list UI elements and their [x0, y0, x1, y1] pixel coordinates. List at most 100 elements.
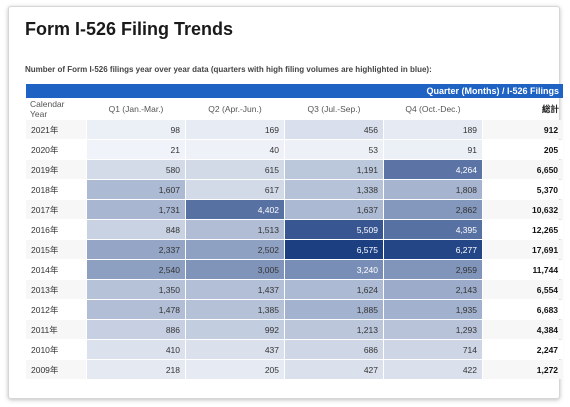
row-total: 6,683 [483, 300, 564, 319]
heat-cell: 53 [285, 140, 383, 159]
heat-cell: 1,437 [186, 280, 284, 299]
table-row: 2009年 218 205 427 422 1,272 [26, 360, 564, 379]
row-total: 12,265 [483, 220, 564, 239]
heat-cell: 456 [285, 120, 383, 139]
chart-title: Form I-526 Filing Trends [25, 19, 234, 39]
row-year-label: 2012年 [26, 300, 86, 319]
heat-cell: 2,143 [384, 280, 482, 299]
heat-cell: 5,509 [285, 220, 383, 239]
table-row: 2010年 410 437 686 714 2,247 [26, 340, 564, 359]
row-year-label: 2014年 [26, 260, 86, 279]
heat-cell: 1,637 [285, 200, 383, 219]
row-year-label: 2018年 [26, 180, 86, 199]
row-year-label: 2015年 [26, 240, 86, 259]
table-row: 2020年 21 40 53 91 205 [26, 140, 564, 159]
heat-cell: 617 [186, 180, 284, 199]
heat-cell: 1,191 [285, 160, 383, 179]
heat-cell: 1,731 [87, 200, 185, 219]
heat-cell: 886 [87, 320, 185, 339]
row-header-label: Calendar Year [30, 99, 65, 119]
column-header-q1: Q1 (Jan.-Mar.) [108, 104, 164, 114]
row-total: 205 [483, 140, 564, 159]
heatmap-table: Quarter (Months) / I-526 Filings Calenda… [25, 83, 564, 380]
heat-cell: 2,337 [87, 240, 185, 259]
column-header-q3: Q3 (Jul.-Sep.) [307, 104, 361, 114]
heat-cell: 4,402 [186, 200, 284, 219]
table-row: 2018年 1,607 617 1,338 1,808 5,370 [26, 180, 564, 199]
row-year-label: 2011年 [26, 320, 86, 339]
row-total: 1,272 [483, 360, 564, 379]
header-banner: Quarter (Months) / I-526 Filings [26, 84, 564, 98]
heat-cell: 1,338 [285, 180, 383, 199]
row-year-label: 2016年 [26, 220, 86, 239]
heat-cell: 686 [285, 340, 383, 359]
heat-cell: 3,005 [186, 260, 284, 279]
heat-cell: 6,575 [285, 240, 383, 259]
row-total: 5,370 [483, 180, 564, 199]
heat-cell: 2,959 [384, 260, 482, 279]
heat-cell: 1,293 [384, 320, 482, 339]
table-row: 2016年 848 1,513 5,509 4,395 12,265 [26, 220, 564, 239]
heat-cell: 2,502 [186, 240, 284, 259]
heat-cell: 2,862 [384, 200, 482, 219]
heat-cell: 1,935 [384, 300, 482, 319]
heat-cell: 410 [87, 340, 185, 359]
heat-cell: 580 [87, 160, 185, 179]
heat-cell: 98 [87, 120, 185, 139]
row-total: 4,384 [483, 320, 564, 339]
row-year-label: 2017年 [26, 200, 86, 219]
header-banner-row: Quarter (Months) / I-526 Filings [26, 84, 564, 98]
heat-cell: 4,264 [384, 160, 482, 179]
column-header-total: 総計 [542, 104, 560, 114]
row-total: 11,744 [483, 260, 564, 279]
heat-cell: 3,240 [285, 260, 383, 279]
column-header-row: Calendar Year Q1 (Jan.-Mar.) Q2 (Apr.-Ju… [26, 99, 563, 119]
heat-cell: 1,624 [285, 280, 383, 299]
table-row: 2013年 1,350 1,437 1,624 2,143 6,554 [26, 280, 564, 299]
heat-cell: 4,395 [384, 220, 482, 239]
heat-cell: 427 [285, 360, 383, 379]
heat-cell: 1,478 [87, 300, 185, 319]
heat-cell: 1,513 [186, 220, 284, 239]
table-row: 2014年 2,540 3,005 3,240 2,959 11,744 [26, 260, 564, 279]
heat-cell: 714 [384, 340, 482, 359]
row-total: 17,691 [483, 240, 564, 259]
heat-cell: 1,385 [186, 300, 284, 319]
heat-cell: 91 [384, 140, 482, 159]
heat-cell: 1,607 [87, 180, 185, 199]
heat-cell: 437 [186, 340, 284, 359]
heat-cell: 6,277 [384, 240, 482, 259]
heat-cell: 1,885 [285, 300, 383, 319]
row-total: 6,554 [483, 280, 564, 299]
table-row: 2017年 1,731 4,402 1,637 2,862 10,632 [26, 200, 564, 219]
heat-cell: 615 [186, 160, 284, 179]
table-row: 2021年 98 169 456 189 912 [26, 120, 564, 139]
table-row: 2012年 1,478 1,385 1,885 1,935 6,683 [26, 300, 564, 319]
column-header-q2: Q2 (Apr.-Jun.) [208, 104, 262, 114]
row-year-label: 2010年 [26, 340, 86, 359]
chart-card: Form I-526 Filing Trends Number of Form … [8, 6, 564, 399]
heat-cell: 422 [384, 360, 482, 379]
heat-cell: 205 [186, 360, 284, 379]
heat-cell: 169 [186, 120, 284, 139]
row-year-label: 2013年 [26, 280, 86, 299]
chart-subtitle: Number of Form I-526 filings year over y… [25, 65, 432, 74]
row-year-label: 2019年 [26, 160, 86, 179]
heat-cell: 218 [87, 360, 185, 379]
row-year-label: 2020年 [26, 140, 86, 159]
heat-cell: 2,540 [87, 260, 185, 279]
row-total: 2,247 [483, 340, 564, 359]
heat-cell: 992 [186, 320, 284, 339]
column-header-q4: Q4 (Oct.-Dec.) [405, 104, 461, 114]
row-total: 912 [483, 120, 564, 139]
table-row: 2011年 886 992 1,213 1,293 4,384 [26, 320, 564, 339]
row-year-label: 2009年 [26, 360, 86, 379]
heat-cell: 1,350 [87, 280, 185, 299]
heat-cell: 189 [384, 120, 482, 139]
heat-cell: 848 [87, 220, 185, 239]
heat-cell: 1,213 [285, 320, 383, 339]
row-total: 6,650 [483, 160, 564, 179]
table-row: 2019年 580 615 1,191 4,264 6,650 [26, 160, 564, 179]
heat-cell: 1,808 [384, 180, 482, 199]
heat-cell: 21 [87, 140, 185, 159]
